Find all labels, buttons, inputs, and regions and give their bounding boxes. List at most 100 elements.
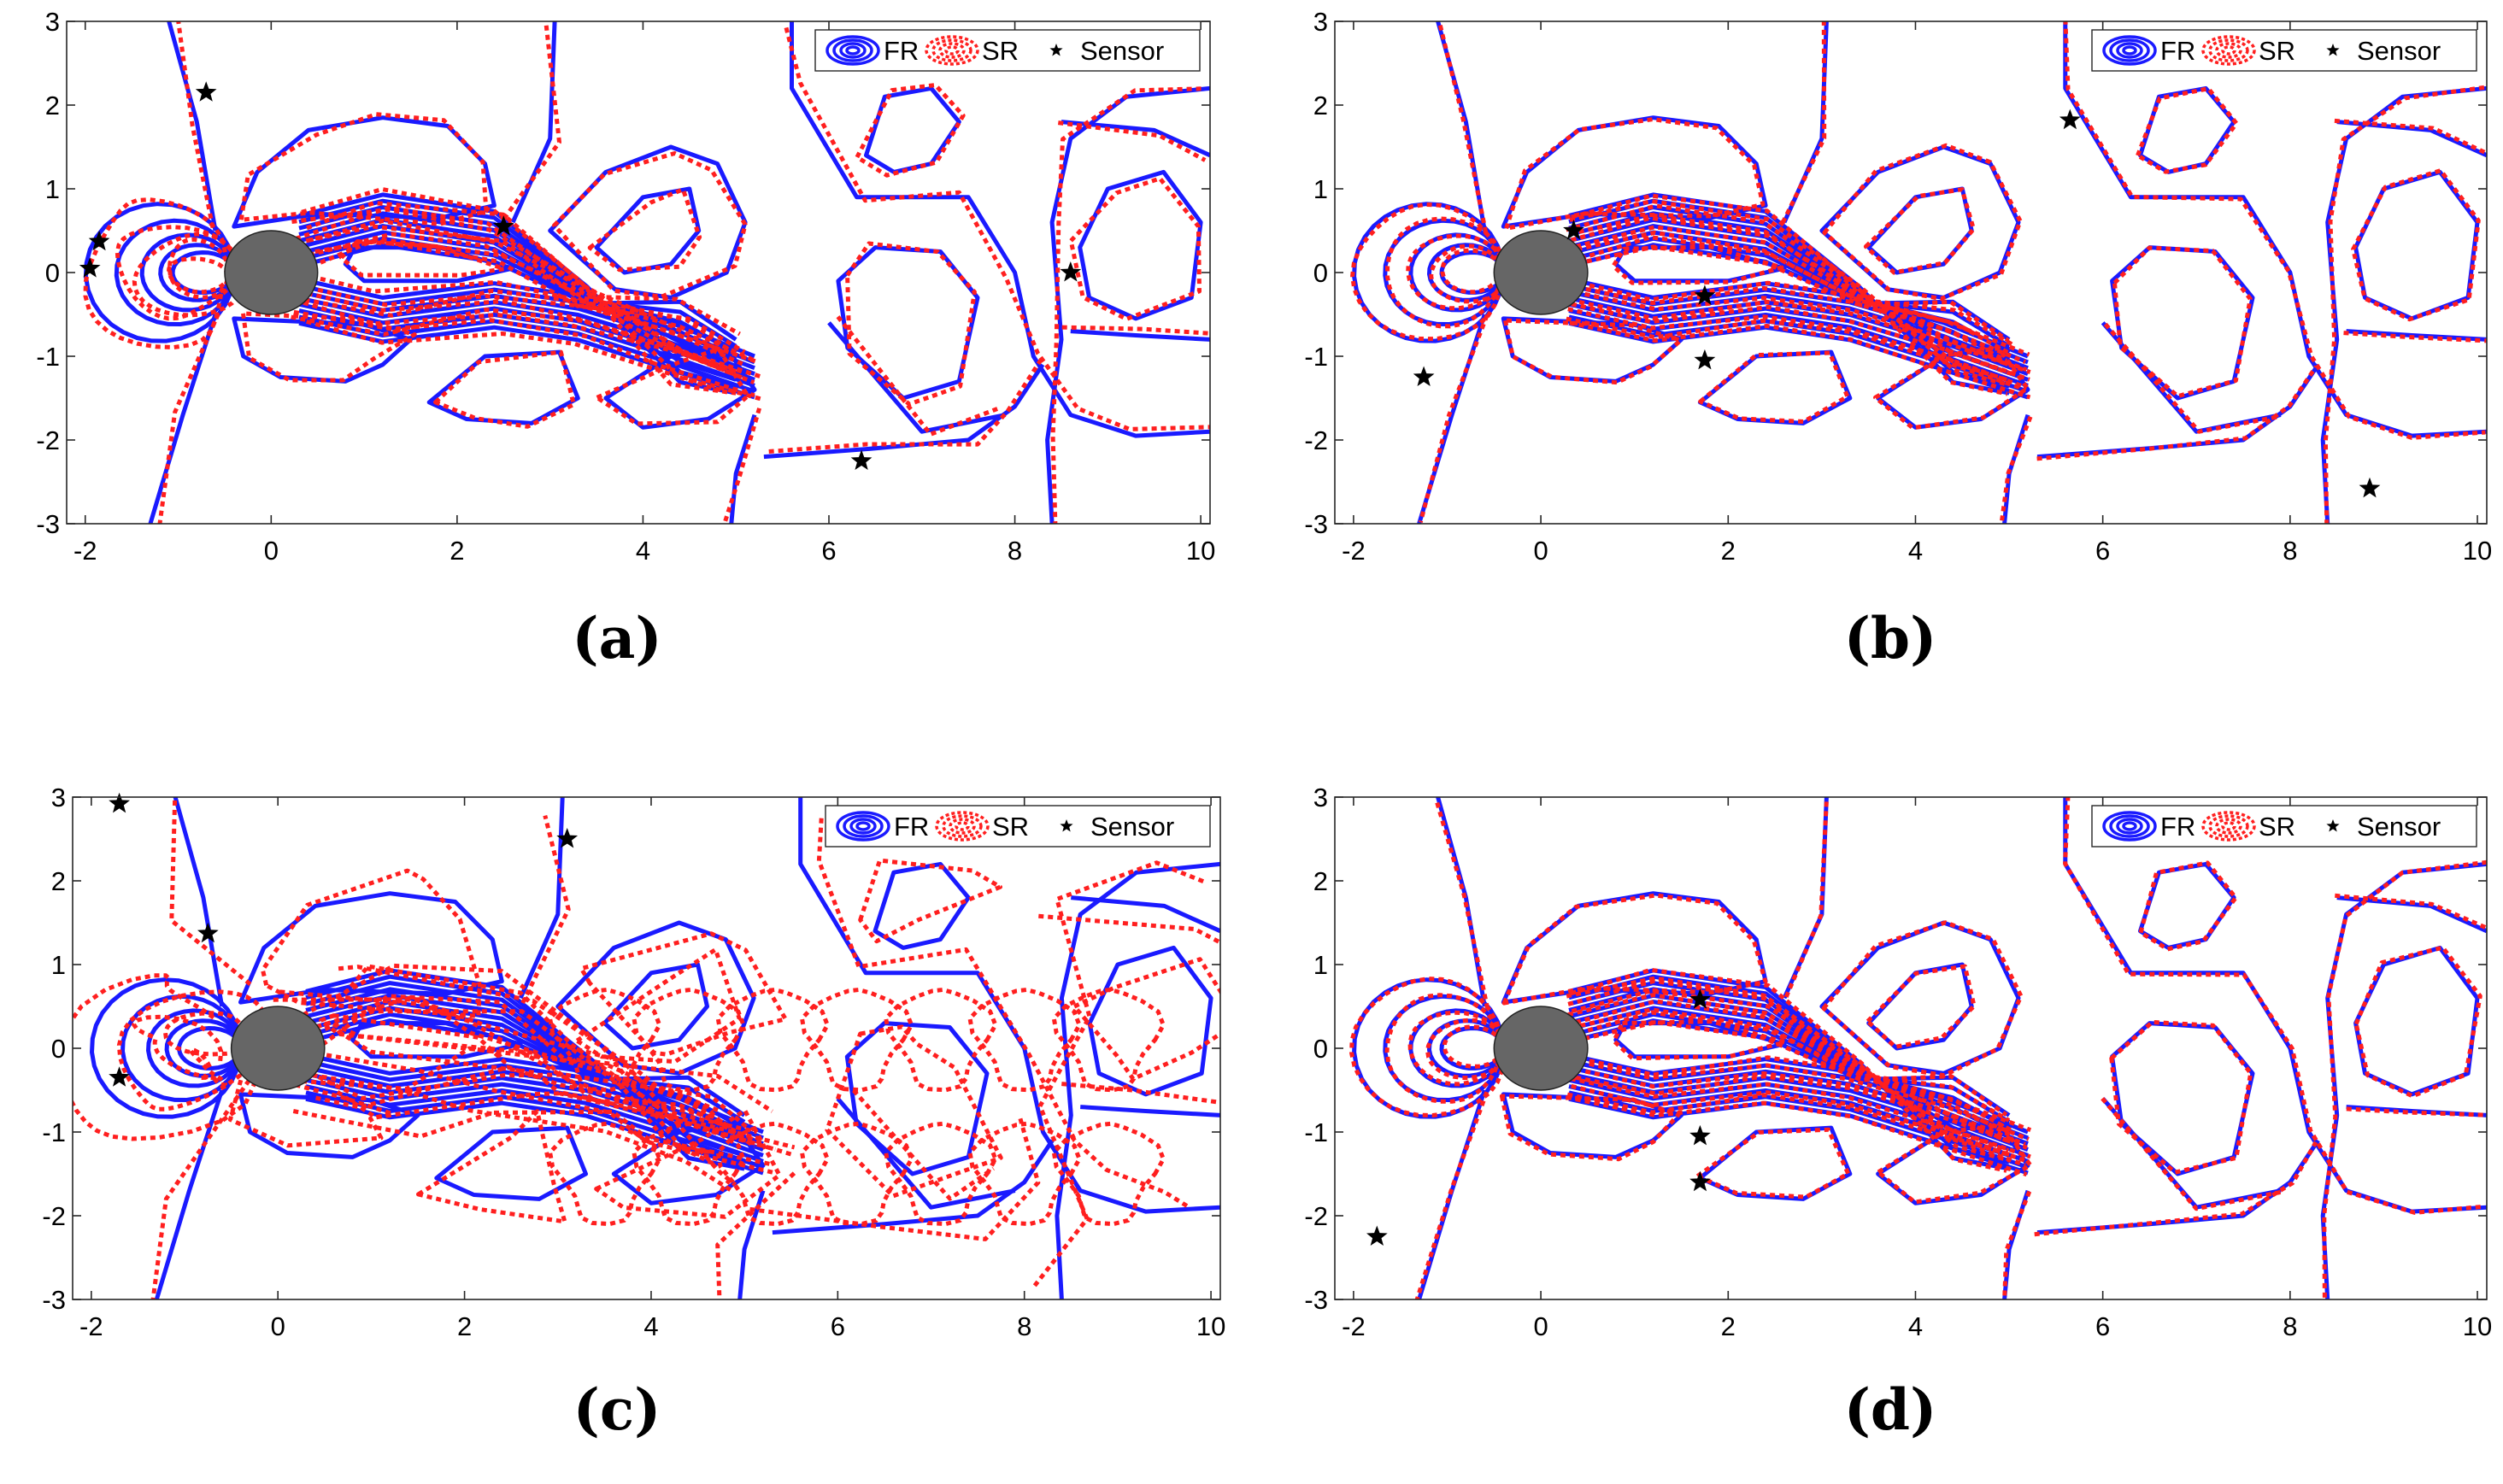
- x-tick-label: 10: [1196, 1311, 1225, 1341]
- sr-contour-line: [308, 224, 739, 374]
- fr-contour-line: [1697, 1125, 1853, 1201]
- sr-contour-line: [167, 237, 231, 300]
- legend: FR SR Sensor: [2091, 29, 2477, 72]
- legend-label-fr: FR: [2160, 36, 2195, 66]
- sr-contour-line: [1418, 314, 1489, 523]
- sr-contour-line: [1061, 1082, 1220, 1105]
- y-tick-label: 3: [51, 783, 66, 812]
- legend-label-sr: SR: [2259, 812, 2295, 842]
- fr-contour-line: [350, 1021, 523, 1059]
- sr-contour-line: [1566, 1073, 2028, 1150]
- sr-contour-line: [314, 1065, 756, 1149]
- sr-contour-line: [306, 201, 728, 395]
- sr-contour-line: [1783, 797, 1830, 998]
- sr-contour-line: [1863, 187, 1976, 275]
- sr-contour-line: [1425, 1018, 1507, 1081]
- fr-contour-line: [1436, 797, 1487, 1007]
- sensor-marker: [1694, 284, 1716, 305]
- sr-contour-line: [273, 997, 731, 1132]
- x-tick-label: 0: [264, 536, 279, 566]
- fr-contour-line: [2138, 85, 2236, 174]
- sr-contour-line: [1865, 964, 1977, 1049]
- sr-contour-line: [337, 1029, 794, 1158]
- legend-label-sr: SR: [982, 36, 1019, 66]
- y-tick-label: 1: [51, 950, 66, 980]
- legend-sr-icon: [2208, 38, 2249, 62]
- y-tick-label: 0: [1313, 1034, 1328, 1064]
- sr-contour-line: [301, 187, 737, 396]
- legend-sr-icon: [2215, 818, 2242, 835]
- sr-contour-line: [1571, 279, 2030, 357]
- plot-area: [83, 21, 1210, 524]
- legend-label-fr: FR: [894, 812, 929, 842]
- fr-contour-line: [173, 797, 225, 1007]
- fr-contour-line: [510, 21, 557, 224]
- x-tick-label: 2: [1721, 1311, 1736, 1341]
- sr-contour-line: [2063, 21, 2486, 440]
- sr-contour-line: [2002, 1190, 2032, 1298]
- sr-contour-line: [336, 1090, 796, 1150]
- sr-contour-line: [967, 1121, 1082, 1227]
- y-tick-label: -3: [1304, 509, 1328, 539]
- y-tick-label: -3: [36, 509, 60, 539]
- legend-sr-icon: [935, 811, 990, 842]
- sr-contour-line: [1571, 988, 2010, 1153]
- sr-contour-line: [1999, 415, 2033, 523]
- sr-contour-line: [845, 241, 977, 407]
- sr-contour-line: [157, 313, 220, 524]
- sensor-marker: [2359, 477, 2381, 498]
- sr-contour-line: [1434, 798, 1490, 1009]
- sr-contour-line: [547, 1121, 662, 1227]
- y-tick-label: -1: [36, 342, 60, 372]
- sr-contour-line: [1570, 1054, 2032, 1133]
- sr-contour-line: [2334, 118, 2487, 155]
- fr-contour-line: [1070, 329, 1210, 342]
- fr-contour-line: [305, 1053, 764, 1135]
- fr-contour-line: [1055, 861, 1220, 1299]
- x-tick-label: 8: [2283, 536, 2297, 566]
- x-tick-label: 2: [457, 1311, 472, 1341]
- fr-contour-line: [167, 21, 218, 232]
- panel-label: (c): [573, 1376, 661, 1443]
- legend-fr-icon: [2116, 42, 2143, 59]
- legend-sensor-icon: [2326, 44, 2340, 56]
- sr-contour-line: [306, 319, 765, 402]
- sr-contour-line: [1567, 230, 2012, 356]
- sr-contour-line: [799, 987, 914, 1093]
- y-tick-label: 3: [1313, 7, 1328, 37]
- y-tick-label: 2: [1313, 866, 1328, 896]
- fr-contour-line: [836, 1097, 1016, 1210]
- sr-contour-line: [1569, 1010, 2011, 1123]
- x-tick-label: 0: [1533, 1311, 1548, 1341]
- sr-contour-line: [1571, 193, 2008, 396]
- fr-contour-line: [1436, 21, 1487, 232]
- fr-contour-line: [1782, 21, 1829, 224]
- legend-fr-icon: [826, 35, 880, 66]
- sensor-marker: [1694, 349, 1716, 370]
- sr-contour-line: [722, 408, 762, 524]
- fr-contour-line: [1383, 218, 1505, 326]
- y-tick-label: 2: [45, 91, 60, 120]
- y-tick-label: -1: [1304, 342, 1328, 372]
- sr-contour-line: [2103, 322, 2279, 434]
- sr-contour-line: [768, 358, 1043, 454]
- legend-sensor-icon: [2326, 819, 2340, 832]
- legend-fr-icon: [855, 821, 871, 831]
- x-tick-label: 10: [2463, 536, 2492, 566]
- legend-sr-icon: [931, 38, 972, 62]
- fr-contour-line: [434, 1125, 588, 1201]
- sr-contour-line: [1569, 198, 2008, 387]
- sr-contour-line: [1440, 248, 1502, 295]
- legend-sr-icon: [2221, 821, 2236, 831]
- x-tick-label: 6: [831, 1311, 845, 1341]
- x-tick-label: 2: [449, 536, 464, 566]
- sr-contour-line: [799, 1121, 914, 1227]
- x-tick-label: 6: [2095, 536, 2110, 566]
- fr-contour-line: [1568, 1012, 2011, 1124]
- sr-contour-line: [303, 300, 755, 385]
- sr-contour-line: [338, 239, 507, 278]
- fr-contour-line: [2353, 169, 2480, 321]
- y-tick-label: 1: [45, 174, 60, 204]
